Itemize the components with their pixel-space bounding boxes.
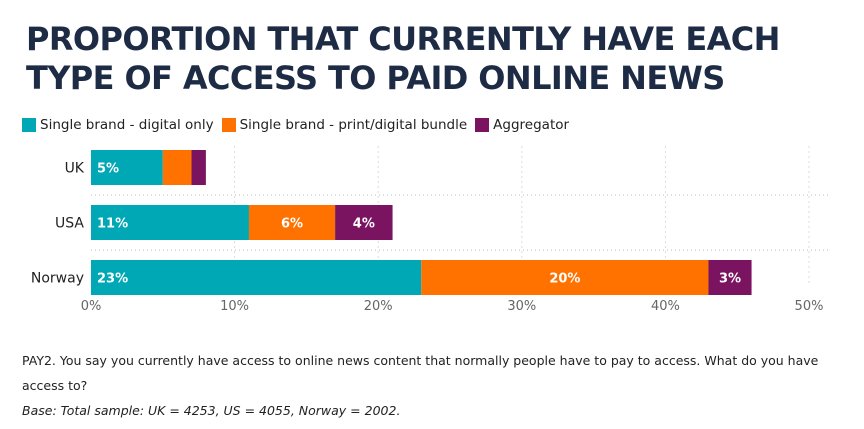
legend-swatch-aggregator (475, 118, 490, 132)
category-label-uk: UK (65, 161, 85, 177)
legend-item-aggregator: Aggregator (475, 117, 569, 133)
bar-digital_only-uk (91, 150, 163, 185)
x-tick-label-30: 30% (507, 299, 536, 314)
data-label-bundle-norway: 20% (549, 272, 580, 287)
data-label-digital_only-norway: 23% (97, 272, 128, 287)
bar-aggregator-usa (335, 205, 393, 240)
stacked-bar-chart: UK 5% USA 11% 6% 4% Norway 23% 20% 3% 0% 10% 20% 30% 4… (31, 146, 829, 314)
data-label-digital_only-uk: 5% (97, 162, 119, 177)
bar-bundle-norway (421, 260, 709, 295)
x-tick-label-40: 40% (651, 299, 680, 314)
footnote: PAY2. You say you currently have access … (22, 348, 842, 423)
category-label-norway: Norway (31, 271, 84, 287)
legend-label-bundle: Single brand - print/digital bundle (239, 117, 468, 133)
x-tick-label-0: 0% (81, 299, 102, 314)
data-label-digital_only-usa: 11% (97, 217, 128, 232)
legend: Single brand - digital only Single brand… (22, 117, 577, 133)
legend-swatch-digital-only (22, 118, 36, 132)
legend-label-digital-only: Single brand - digital only (40, 117, 214, 133)
footnote-question: PAY2. You say you currently have access … (22, 353, 819, 393)
footnote-base: Base: Total sample: UK = 4253, US = 4055… (22, 403, 401, 418)
x-tick-label-20: 20% (364, 299, 393, 314)
chart-title-line-2: TYPE OF ACCESS TO PAID ONLINE NEWS (26, 59, 725, 97)
category-label-usa: USA (55, 216, 84, 232)
chart-title: PROPORTION THAT CURRENTLY HAVE EACH TYPE… (26, 20, 846, 98)
x-tick-label-10: 10% (220, 299, 249, 314)
data-label-aggregator-norway: 3% (719, 272, 741, 287)
bar-aggregator-uk (191, 150, 206, 185)
bar-digital_only-norway (91, 260, 422, 295)
x-tick-label-50: 50% (795, 299, 824, 314)
bar-bundle-usa (248, 205, 336, 240)
data-label-aggregator-usa: 4% (353, 217, 375, 232)
bar-bundle-uk (162, 150, 192, 185)
chart-title-line-1: PROPORTION THAT CURRENTLY HAVE EACH (26, 20, 780, 58)
legend-swatch-bundle (221, 118, 236, 132)
data-label-bundle-usa: 6% (281, 217, 303, 232)
legend-label-aggregator: Aggregator (493, 117, 570, 133)
bar-digital_only-usa (91, 205, 249, 240)
bar-aggregator-norway (708, 260, 752, 295)
legend-item-bundle: Single brand - print/digital bundle (221, 117, 468, 133)
legend-item-digital-only: Single brand - digital only (22, 117, 214, 133)
